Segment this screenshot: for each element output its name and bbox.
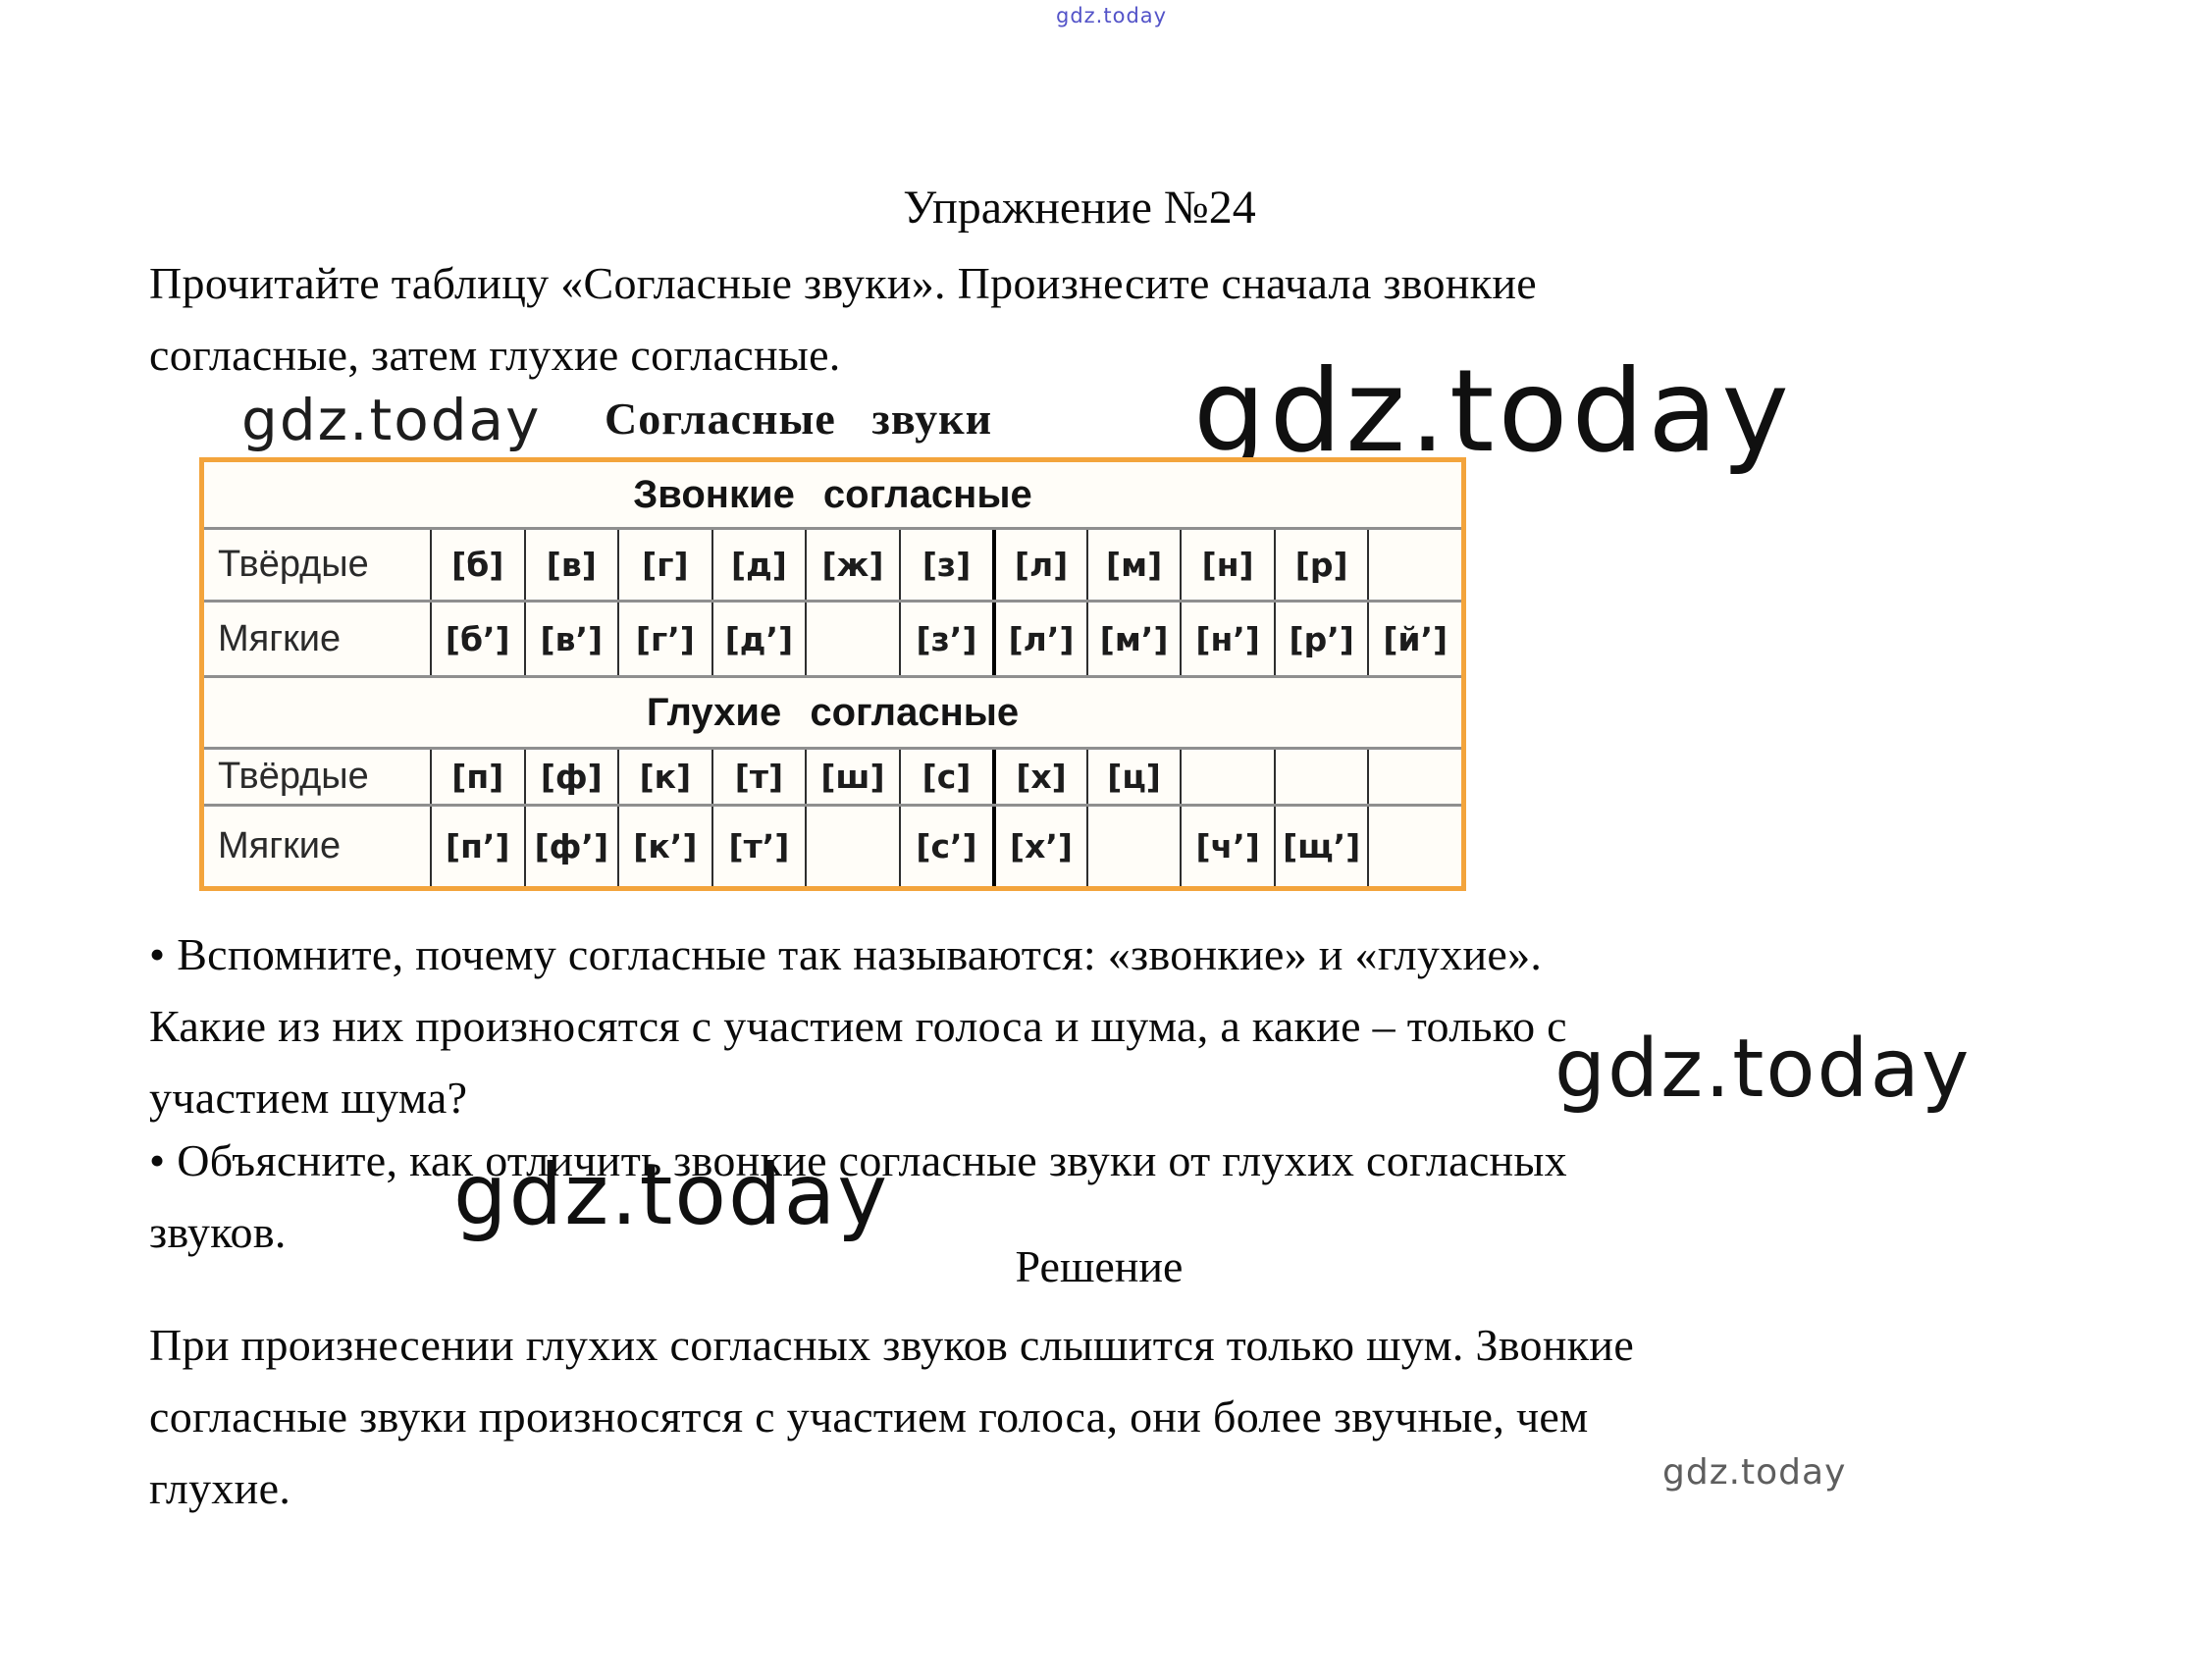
phoneme-cell: [в’]: [523, 603, 618, 675]
row-label: Твёрдые: [218, 756, 369, 797]
table-section-header-voiced: Звонкие согласные: [633, 472, 1032, 516]
phoneme-cell: [к]: [617, 750, 711, 804]
phoneme-cell: [ш]: [805, 750, 899, 804]
phoneme-cell: [г’]: [617, 603, 711, 675]
phoneme-cell: [ф’]: [523, 807, 618, 886]
phoneme-cell: [1180, 750, 1274, 804]
phoneme-cell: [н’]: [1180, 603, 1274, 675]
phoneme-cell: [ц]: [1085, 750, 1181, 804]
table-row-voiced-soft: Мягкие [б’] [в’] [г’] [д’] [з’] [л’] [м’] [н’][…: [204, 600, 1461, 678]
phoneme-cell: [ч’]: [1180, 807, 1274, 886]
phoneme-cell: [л]: [992, 530, 1086, 600]
phoneme-cell: [к’]: [617, 807, 711, 886]
watermark-left: gdz.today: [241, 387, 542, 453]
phoneme-cell: [1367, 750, 1461, 804]
phoneme-cell: [с]: [898, 750, 993, 804]
phoneme-cell: [м’]: [1085, 603, 1181, 675]
table-row-voiced-hard: Твёрдые [б] [в] [г] [д] [ж] [з] [л] [м] [н] [р]: [204, 527, 1461, 600]
table-row-voiceless-hard: Твёрдые [п] [ф] [к] [т] [ш] [с] [х] [ц]: [204, 747, 1461, 804]
question-bullet-1: • Вспомните, почему согласные так называ…: [149, 929, 1567, 1123]
table-section-header-voiceless: Глухие согласные: [646, 690, 1020, 734]
row-label: Мягкие: [218, 617, 342, 659]
phoneme-cell: [1085, 807, 1181, 886]
phoneme-cell: [н]: [1180, 530, 1274, 600]
phoneme-cell: [г]: [617, 530, 711, 600]
phoneme-cell: [х’]: [992, 807, 1086, 886]
phoneme-cell: [щ’]: [1273, 807, 1368, 886]
row-label: Твёрдые: [218, 544, 369, 585]
consonants-table: Звонкие согласные Твёрдые [б] [в] [г] [д] [ж…: [199, 457, 1466, 891]
watermark-middle: gdz.today: [1554, 1023, 1972, 1116]
solution-heading: Решение: [1015, 1241, 1184, 1291]
phoneme-cell: [т’]: [711, 807, 806, 886]
phoneme-cell: [1273, 750, 1368, 804]
phoneme-cell: [б]: [430, 530, 524, 600]
phoneme-cell: [ж]: [805, 530, 899, 600]
phoneme-cell: [д’]: [711, 603, 806, 675]
phoneme-cell: [й’]: [1367, 603, 1461, 675]
phoneme-cell: [д]: [711, 530, 806, 600]
exercise-intro: Прочитайте таблицу «Согласные звуки». Пр…: [149, 258, 1538, 380]
phoneme-cell: [в]: [523, 530, 618, 600]
phoneme-cell: [т]: [711, 750, 806, 804]
phoneme-cell: [з’]: [898, 603, 993, 675]
phoneme-cell: [м]: [1085, 530, 1181, 600]
row-label: Мягкие: [218, 825, 342, 866]
table-caption: Согласные звуки: [605, 393, 993, 444]
question-bullet-2: • Объясните, как отличить звонкие соглас…: [149, 1135, 1567, 1257]
phoneme-cell: [с’]: [898, 807, 993, 886]
phoneme-cell: [п’]: [430, 807, 524, 886]
phoneme-cell: [ф]: [523, 750, 618, 804]
phoneme-cell: [х]: [992, 750, 1086, 804]
phoneme-cell: [п]: [430, 750, 524, 804]
phoneme-cell: [805, 603, 899, 675]
phoneme-cell: [р]: [1273, 530, 1368, 600]
phoneme-cell: [1367, 807, 1461, 886]
watermark-bottom: gdz.today: [1662, 1452, 1847, 1493]
watermark-right: gdz.today: [1193, 345, 1793, 478]
solution-text: При произнесении глухих согласных звуков…: [149, 1320, 1635, 1513]
phoneme-cell: [з]: [898, 530, 993, 600]
watermark-big: gdz.today: [453, 1146, 890, 1244]
phoneme-cell: [б’]: [430, 603, 524, 675]
watermark-top: gdz.today: [1056, 4, 1168, 27]
phoneme-cell: [1367, 530, 1461, 600]
phoneme-cell: [л’]: [992, 603, 1086, 675]
phoneme-cell: [805, 807, 899, 886]
phoneme-cell: [р’]: [1273, 603, 1368, 675]
exercise-title: Упражнение №24: [903, 182, 1256, 234]
table-row-voiceless-soft: Мягкие [п’] [ф’] [к’] [т’] [с’] [х’] [ч’] [щ’]: [204, 804, 1461, 886]
